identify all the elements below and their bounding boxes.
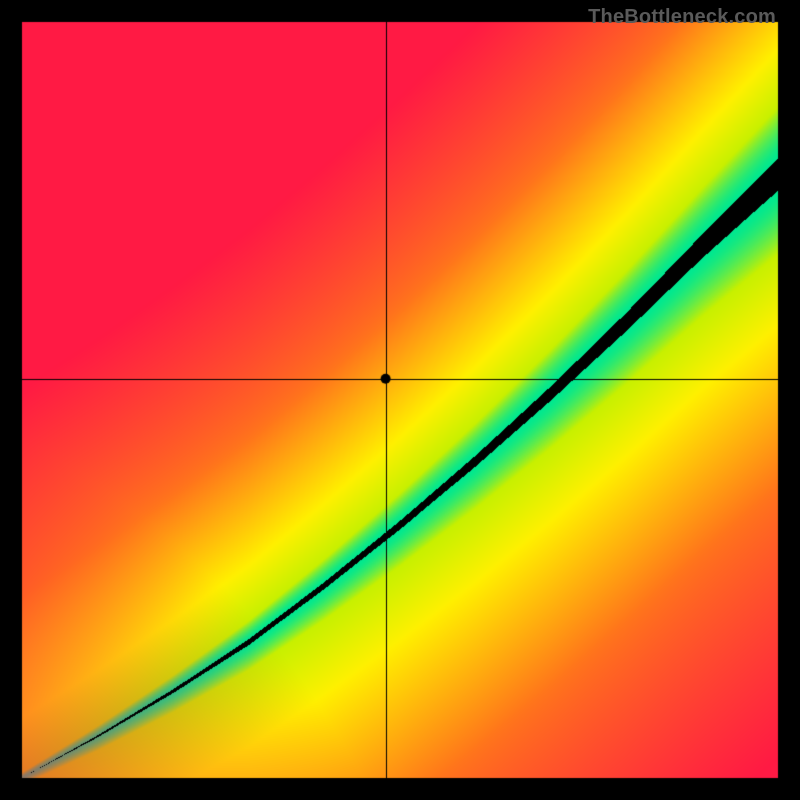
chart-container: TheBottleneck.com (0, 0, 800, 800)
bottleneck-heatmap (0, 0, 800, 800)
watermark-text: TheBottleneck.com (588, 6, 776, 29)
